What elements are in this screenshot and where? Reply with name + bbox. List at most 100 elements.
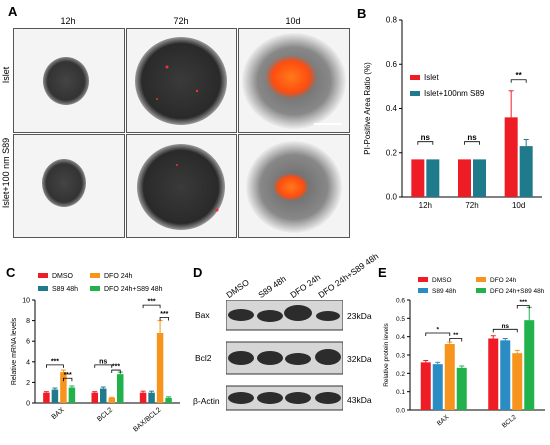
bar (500, 340, 511, 410)
lane-label-dmso: DMSO (224, 277, 251, 300)
protein-label-actin: β-Actin (193, 396, 220, 406)
row-label-islet: Islet (1, 66, 11, 84)
micrograph-s89-12h (13, 134, 125, 238)
y-tick-label: 0 (26, 401, 30, 408)
x-tick-label: BCL2 (96, 407, 114, 424)
significance-label: *** (112, 364, 120, 371)
chart-b: 0.0 0.2 0.4 0.6 0.8 PI-Positive Area Ratio (%… (363, 16, 542, 210)
significance-label: *** (160, 311, 168, 318)
legend-label: DMSO (432, 277, 452, 284)
significance-label: ns (501, 323, 509, 330)
legend-label: DFO 24h+S89 48h (104, 286, 163, 293)
significance-label: *** (147, 299, 155, 306)
bar (411, 159, 425, 197)
bar (524, 320, 535, 410)
size-label-23: 23kDa (347, 311, 372, 321)
significance-bracket (510, 79, 527, 83)
y-tick-label: 0.4 (386, 104, 398, 113)
legend-swatch (476, 277, 486, 282)
y-axis-label: Relative protein levels (383, 322, 390, 386)
legend-label: Islet+100nm S89 (424, 89, 485, 98)
time-label-10d: 10d (285, 16, 301, 26)
chart-c: 0 2 4 6 8 10 Relative mRNA levels BAX BCL2 BAX/BC… (11, 273, 180, 434)
bar (444, 344, 455, 410)
bar (156, 332, 164, 403)
significance-bracket (159, 317, 169, 321)
bar (60, 372, 67, 403)
significance-bracket (417, 141, 434, 145)
panel-b-letter: B (357, 6, 367, 21)
y-axis-label: PI-Positive Area Ratio (%) (363, 62, 372, 155)
panel-e-letter: E (378, 265, 387, 280)
significance-bracket (46, 364, 64, 368)
legend-label: Islet (424, 73, 439, 82)
legend-swatch (410, 75, 420, 80)
y-tick-label: 2 (26, 380, 30, 387)
significance-label: * (436, 327, 439, 334)
legend-label: DFO 24h+S89 48h (490, 288, 545, 295)
time-label-72h: 72h (173, 16, 189, 26)
significance-label: ns (467, 133, 477, 142)
significance-bracket (449, 338, 463, 342)
y-tick-label: 0.5 (396, 316, 405, 323)
bar (504, 117, 518, 197)
lane-label-s89: S89 48h (256, 273, 288, 300)
x-tick-label: BAX/BCL2 (132, 407, 162, 434)
micrograph-s89-10d (238, 134, 350, 238)
significance-label: ns (99, 358, 107, 365)
y-tick-label: 0.6 (386, 60, 398, 69)
bar (473, 159, 486, 197)
y-axis-label: Relative mRNA levels (11, 317, 18, 385)
y-tick-label: 0.3 (396, 353, 405, 360)
legend-swatch (38, 273, 48, 278)
legend-swatch (90, 273, 100, 278)
bar (488, 338, 499, 410)
time-label-12h: 12h (60, 16, 76, 26)
micrograph-islet-12h (13, 28, 125, 133)
y-tick-label: 8 (26, 318, 30, 325)
x-tick-label: 72h (465, 201, 478, 210)
bar (100, 388, 107, 403)
legend-label: DFO 24h (490, 277, 517, 284)
significance-bracket (111, 369, 121, 374)
legend-label: DFO 24h (104, 273, 133, 280)
legend-label: S89 48h (432, 288, 457, 295)
significance-bracket (425, 332, 451, 336)
y-tick-label: 4 (26, 359, 30, 366)
significance-bracket (464, 141, 480, 145)
bar (108, 397, 115, 403)
y-tick-label: 6 (26, 339, 30, 346)
x-tick-label: 12h (419, 201, 432, 210)
significance-bracket (63, 377, 73, 382)
legend-swatch (476, 288, 486, 293)
y-tick-label: 0.2 (386, 148, 398, 157)
y-tick-label: 0.0 (396, 408, 405, 415)
y-tick-label: 10 (22, 298, 30, 305)
legend-swatch (38, 286, 48, 291)
legend-swatch (418, 288, 428, 293)
significance-label: ns (421, 133, 431, 142)
micrograph-s89-72h (126, 134, 237, 238)
y-tick-label: 0.8 (386, 16, 398, 25)
legend-label: S89 48h (52, 286, 78, 293)
x-tick-label: BAX (51, 406, 66, 421)
significance-label: *** (64, 372, 72, 379)
micrograph-islet-72h (126, 28, 237, 133)
x-tick-label: BCL2 (501, 413, 518, 429)
significance-label: ** (516, 71, 523, 80)
bar (165, 397, 172, 403)
western-blot (226, 300, 343, 411)
panel-a-letter: A (8, 4, 18, 19)
bar (139, 392, 147, 403)
significance-label: *** (51, 358, 59, 365)
bar (43, 392, 50, 403)
y-tick-label: 0.2 (396, 371, 405, 378)
significance-bracket (492, 328, 518, 333)
bar (91, 392, 98, 403)
bar (519, 146, 533, 197)
chart-e: 0.0 0.1 0.2 0.3 0.4 0.5 0.6 Relative protein le… (383, 277, 545, 430)
legend-swatch (90, 286, 100, 291)
significance-label: ** (453, 332, 459, 339)
bar (426, 159, 440, 197)
lane-label-dfo: DFO 24h (288, 272, 323, 300)
